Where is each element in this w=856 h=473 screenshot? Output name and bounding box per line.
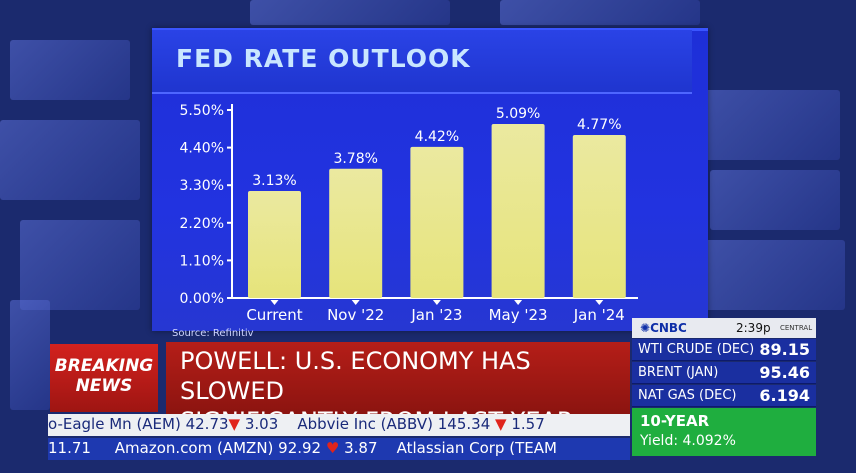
stock-ticker-top: o-Eagle Mn (AEM) 42.73▼ 3.03 Abbvie Inc … bbox=[48, 414, 630, 436]
bar-chart: 0.00% 1.10% 2.20% 3.30% 4.40% 5.50% 3.13% Curre… bbox=[180, 103, 638, 324]
x-tick-mark bbox=[351, 300, 360, 305]
commodity-row: BRENT (JAN) 95.46 bbox=[632, 362, 816, 384]
down-arrow-icon: ♥ bbox=[325, 439, 340, 457]
ticker-item-abbv-change: 1.57 bbox=[511, 415, 545, 433]
commodity-value: 95.46 bbox=[759, 363, 810, 382]
cnbc-logo-text: CNBC bbox=[650, 321, 687, 335]
ticker-item-amzn: Amazon.com (AMZN) 92.92 bbox=[114, 439, 322, 457]
ticker-bottom-line: 11.71 Amazon.com (AMZN) 92.92 ♥ 3.87 Atl… bbox=[48, 439, 557, 457]
y-tick-label: 3.30% bbox=[180, 178, 224, 194]
x-tick-label: Jan '23 bbox=[410, 306, 462, 324]
headline-banner: POWELL: U.S. ECONOMY HAS SLOWED SIGNIFIC… bbox=[166, 342, 630, 435]
chart-title: FED RATE OUTLOOK bbox=[176, 44, 471, 73]
bar-data-label: 4.77% bbox=[577, 117, 621, 133]
y-tick-label: 4.40% bbox=[180, 141, 224, 157]
bar bbox=[410, 146, 464, 298]
ten-year-yield: Yield: 4.092% bbox=[640, 433, 736, 449]
bar-data-label: 3.13% bbox=[252, 173, 296, 189]
ticker-item-aem: o-Eagle Mn (AEM) 42.73 bbox=[48, 415, 229, 433]
cnbc-header: ✺CNBC 2:39p CENTRAL bbox=[632, 318, 816, 338]
commodity-value: 6.194 bbox=[759, 386, 810, 405]
bar-data-label: 3.78% bbox=[333, 151, 377, 167]
commodity-name: BRENT (JAN) bbox=[638, 365, 719, 380]
down-arrow-icon: ▼ bbox=[228, 415, 241, 433]
x-tick-label: May '23 bbox=[489, 306, 548, 324]
chart-title-bar bbox=[152, 30, 692, 94]
ticker-item-partial: 11.71 bbox=[48, 439, 91, 457]
y-tick-label: 2.20% bbox=[180, 216, 224, 232]
ten-year-label: 10-YEAR bbox=[640, 412, 710, 430]
peacock-icon: ✺ bbox=[640, 321, 651, 335]
breaking-news-badge: BREAKING NEWS bbox=[50, 344, 158, 412]
ten-year-yield-box: 10-YEAR Yield: 4.092% bbox=[632, 408, 816, 456]
x-tick-mark bbox=[514, 300, 523, 305]
news-label: NEWS bbox=[75, 376, 133, 396]
background-tile bbox=[20, 220, 140, 310]
x-tick-label: Current bbox=[246, 306, 302, 324]
ticker-top-line: o-Eagle Mn (AEM) 42.73▼ 3.03 Abbvie Inc … bbox=[48, 415, 545, 433]
bar bbox=[491, 124, 545, 298]
background-tile bbox=[10, 40, 130, 100]
x-tick-mark bbox=[432, 300, 441, 305]
cnbc-logo: ✺CNBC bbox=[640, 321, 687, 335]
bar-data-label: 4.42% bbox=[415, 129, 459, 145]
breaking-label: BREAKING bbox=[54, 356, 154, 376]
background-tile bbox=[705, 240, 845, 310]
bar bbox=[248, 191, 301, 298]
x-tick-label: Nov '22 bbox=[327, 306, 384, 324]
y-tick-label: 5.50% bbox=[180, 103, 224, 119]
background-tile bbox=[250, 0, 450, 25]
ticker-item-team: Atlassian Corp (TEAM bbox=[396, 439, 557, 457]
clock-zone: CENTRAL bbox=[780, 324, 813, 332]
headline-line1: POWELL: U.S. ECONOMY HAS SLOWED bbox=[180, 347, 531, 405]
background-tile bbox=[0, 120, 140, 200]
commodity-name: NAT GAS (DEC) bbox=[638, 388, 737, 403]
bar-data-label: 5.09% bbox=[496, 106, 540, 122]
ticker-item-abbv: Abbvie Inc (ABBV) 145.34 bbox=[297, 415, 491, 433]
background-tile bbox=[10, 300, 50, 410]
commodity-row: WTI CRUDE (DEC) 89.15 bbox=[632, 339, 816, 361]
clock-time: 2:39p bbox=[736, 321, 771, 335]
ticker-item-aem-change: 3.03 bbox=[244, 415, 279, 433]
background-tile bbox=[710, 170, 840, 230]
x-tick-mark bbox=[595, 300, 604, 305]
y-tick-label: 1.10% bbox=[180, 253, 224, 269]
bar bbox=[329, 168, 383, 298]
chart-source: Source: Refinitiv bbox=[172, 328, 254, 339]
bar bbox=[572, 134, 626, 298]
background-tile bbox=[500, 0, 700, 25]
commodity-name: WTI CRUDE (DEC) bbox=[638, 342, 755, 357]
commodity-row: NAT GAS (DEC) 6.194 bbox=[632, 385, 816, 407]
stock-ticker-bottom: 11.71 Amazon.com (AMZN) 92.92 ♥ 3.87 Atl… bbox=[48, 438, 630, 460]
down-arrow-icon: ▼ bbox=[495, 415, 507, 433]
commodity-value: 89.15 bbox=[759, 340, 810, 359]
x-tick-label: Jan '24 bbox=[573, 306, 625, 324]
ticker-item-amzn-change: 3.87 bbox=[344, 439, 378, 457]
x-tick-mark bbox=[270, 300, 279, 305]
y-tick-label: 0.00% bbox=[180, 291, 224, 307]
background-tile bbox=[700, 90, 840, 160]
